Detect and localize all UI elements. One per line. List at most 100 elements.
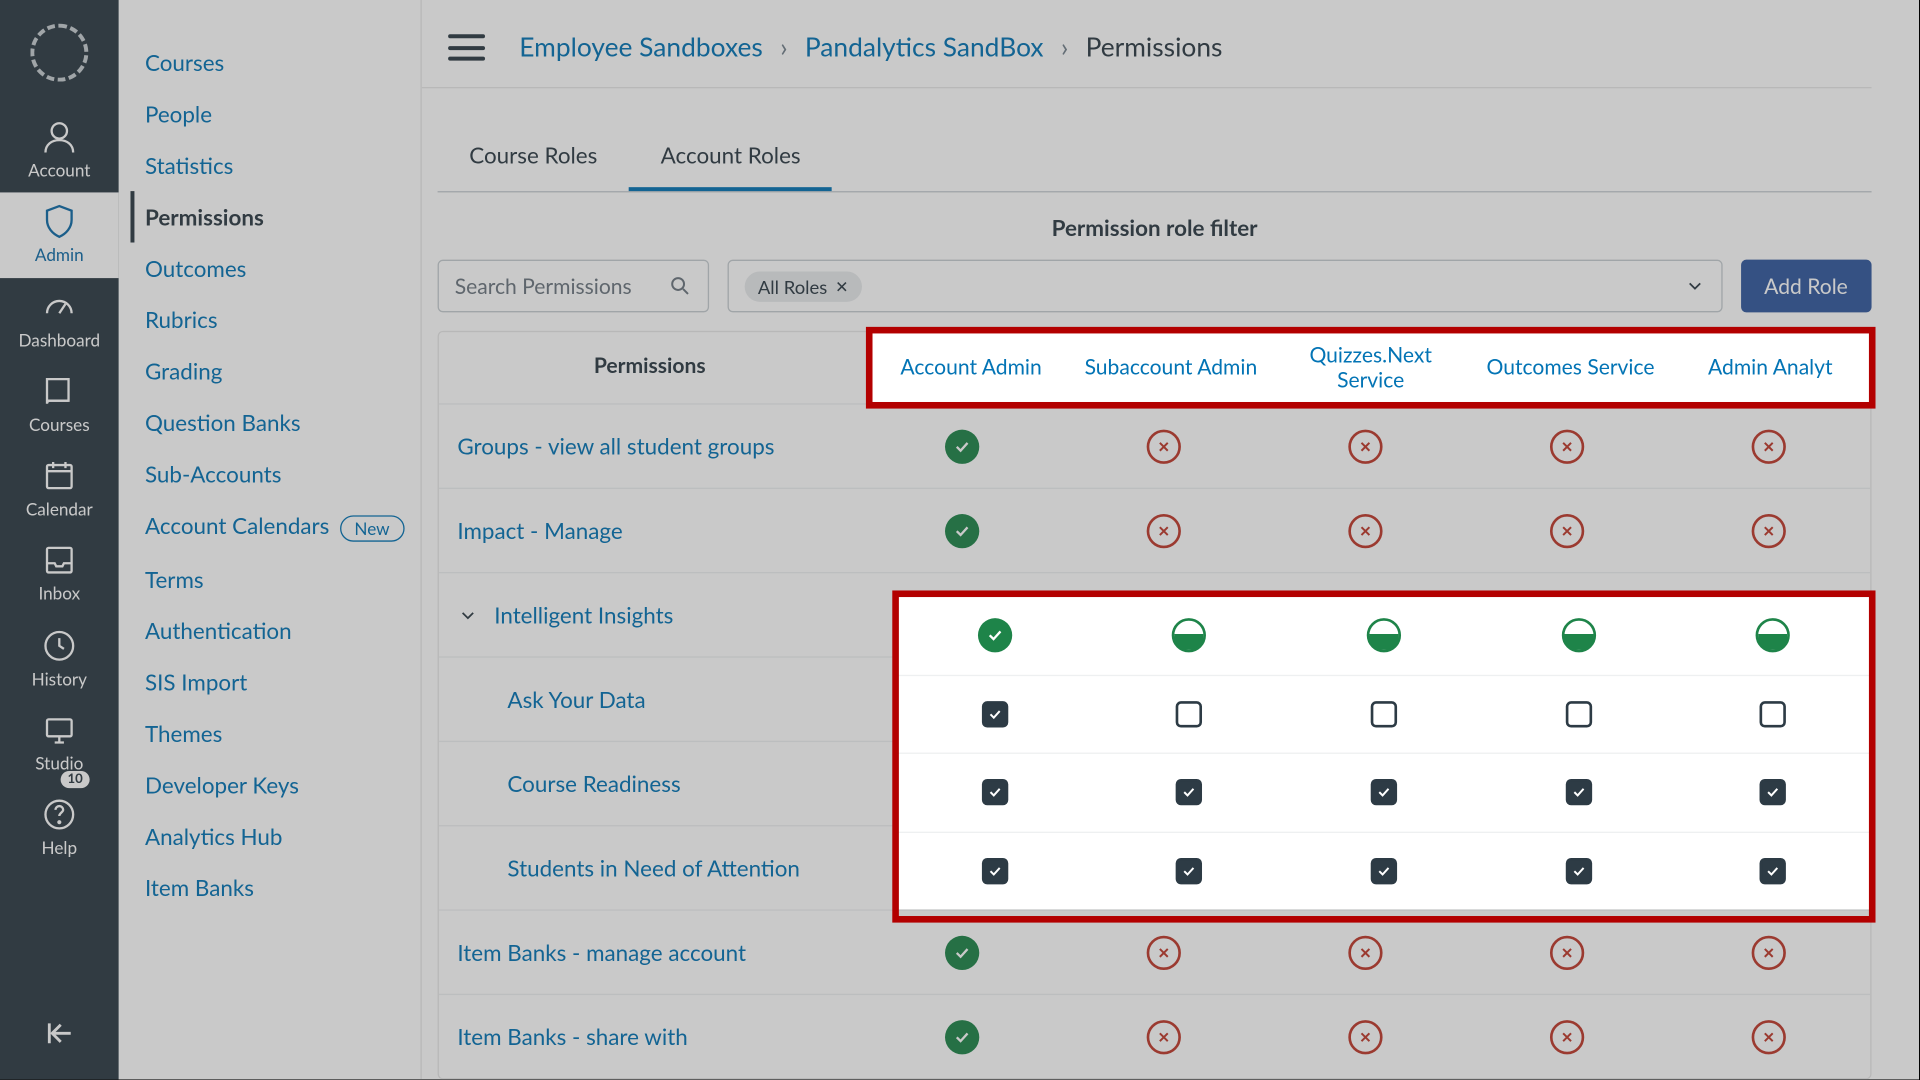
checkbox-checked[interactable] [1565,779,1591,805]
checkbox-checked[interactable] [1371,858,1397,884]
subnav-item[interactable]: Account CalendarsNew [145,500,407,554]
search-placeholder: Search Permissions [455,273,632,298]
user-icon [41,119,78,156]
nav-account[interactable]: Account [0,108,119,193]
inbox-icon [41,542,78,579]
disabled-icon[interactable] [1146,513,1180,547]
book-icon [41,373,78,410]
tab-course-roles[interactable]: Course Roles [438,128,629,191]
partial-icon[interactable] [1367,618,1401,652]
checkbox-checked[interactable] [982,779,1008,805]
partial-icon[interactable] [1561,618,1595,652]
checkbox-unchecked[interactable] [1565,701,1591,727]
disabled-icon[interactable] [1348,935,1382,969]
add-role-button[interactable]: Add Role [1740,260,1871,313]
nav-help[interactable]: 10 Help [0,786,119,871]
search-permissions-input[interactable]: Search Permissions [438,260,710,313]
checkbox-unchecked[interactable] [1176,701,1202,727]
disabled-icon[interactable] [1752,429,1786,463]
close-icon[interactable]: ✕ [835,276,848,296]
checkbox-checked[interactable] [982,858,1008,884]
disabled-icon[interactable] [1550,1019,1584,1053]
disabled-icon[interactable] [1752,935,1786,969]
disabled-icon[interactable] [1146,935,1180,969]
permission-cell [861,429,1063,463]
role-filter-select[interactable]: All Roles✕ [728,260,1722,313]
permission-name[interactable]: Groups - view all student groups [439,414,861,479]
subnav-item[interactable]: Terms [145,553,407,604]
permission-cell [1668,513,1870,547]
enabled-icon[interactable] [944,1019,978,1053]
checkbox-checked[interactable] [1176,858,1202,884]
collapse-nav-button[interactable] [42,1016,76,1056]
chevron-down-icon[interactable] [457,604,478,625]
subnav-item[interactable]: SIS Import [145,656,407,707]
disabled-icon[interactable] [1550,429,1584,463]
disabled-icon[interactable] [1348,513,1382,547]
highlighted-rows [898,596,1871,909]
partial-icon[interactable] [1756,618,1790,652]
subnav-item[interactable]: Permissions [130,191,407,242]
permission-name[interactable]: Course Readiness [439,751,861,816]
role-tabs: Course Roles Account Roles [438,128,1872,193]
nav-calendar[interactable]: Calendar [0,447,119,532]
checkbox-checked[interactable] [1760,779,1786,805]
nav-inbox[interactable]: Inbox [0,532,119,617]
breadcrumb-a[interactable]: Employee Sandboxes [519,32,763,64]
nav-courses[interactable]: Courses [0,362,119,447]
permission-name[interactable]: Item Banks - manage account [439,920,861,985]
disabled-icon[interactable] [1146,1019,1180,1053]
disabled-icon[interactable] [1348,429,1382,463]
disabled-icon[interactable] [1752,1019,1786,1053]
permission-name[interactable]: Intelligent Insights [439,583,861,648]
disabled-icon[interactable] [1348,1019,1382,1053]
checkbox-checked[interactable] [982,701,1008,727]
nav-history[interactable]: History [0,617,119,702]
subnav-item[interactable]: Courses [145,37,407,88]
enabled-icon[interactable] [944,429,978,463]
disabled-icon[interactable] [1550,935,1584,969]
permission-name[interactable]: Item Banks - share with [439,1004,861,1069]
subnav-item[interactable]: People [145,88,407,139]
checkbox-unchecked[interactable] [1760,701,1786,727]
subnav-item[interactable]: Rubrics [145,294,407,345]
checkbox-checked[interactable] [1176,779,1202,805]
partial-icon[interactable] [1172,618,1206,652]
subnav-item[interactable]: Statistics [145,140,407,191]
subnav-item[interactable]: Themes [145,707,407,758]
breadcrumb-b[interactable]: Pandalytics SandBox [805,32,1044,64]
enabled-icon[interactable] [944,935,978,969]
checkbox-checked[interactable] [1371,779,1397,805]
subnav-item[interactable]: Authentication [145,605,407,656]
gauge-icon [41,288,78,325]
nav-label: Calendar [26,500,93,519]
disabled-icon[interactable] [1146,429,1180,463]
role-chip-all[interactable]: All Roles✕ [745,271,862,301]
permission-cell [1264,513,1466,547]
enabled-icon[interactable] [944,513,978,547]
subnav-item[interactable]: Grading [145,345,407,396]
permission-name[interactable]: Ask Your Data [439,667,861,732]
subnav-item[interactable]: Sub-Accounts [145,448,407,499]
disabled-icon[interactable] [1752,513,1786,547]
nav-admin[interactable]: Admin [0,193,119,278]
permission-name[interactable]: Students in Need of Attention [439,836,861,901]
subnav-item[interactable]: Outcomes [145,243,407,294]
global-nav: Account Admin Dashboard Courses Calendar… [0,0,119,1079]
nav-studio[interactable]: Studio [0,701,119,786]
nav-dashboard[interactable]: Dashboard [0,278,119,363]
main-content: Employee Sandboxes › Pandalytics SandBox… [422,0,1919,1079]
disabled-icon[interactable] [1550,513,1584,547]
checkbox-checked[interactable] [1565,858,1591,884]
filter-heading: Permission role filter [438,214,1872,242]
permission-name[interactable]: Impact - Manage [439,498,861,563]
subnav-item[interactable]: Question Banks [145,397,407,448]
enabled-icon[interactable] [978,618,1012,652]
subnav-item[interactable]: Item Banks [145,862,407,913]
checkbox-unchecked[interactable] [1371,701,1397,727]
subnav-item[interactable]: Analytics Hub [145,810,407,861]
subnav-item[interactable]: Developer Keys [145,759,407,810]
tab-account-roles[interactable]: Account Roles [629,128,832,191]
checkbox-checked[interactable] [1760,858,1786,884]
hamburger-button[interactable] [448,34,485,60]
